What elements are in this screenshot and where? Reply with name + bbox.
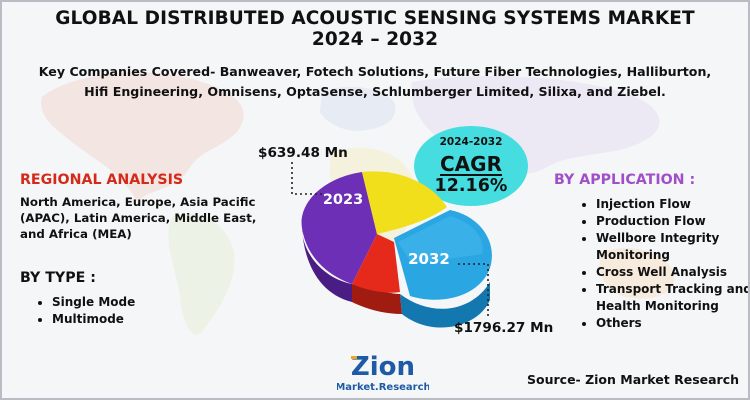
list-item: Transport Tracking and Health Monitoring <box>596 281 748 315</box>
key-companies-text: Key Companies Covered- Banweaver, Fotech… <box>38 64 712 99</box>
pie-label-2032: 2032 <box>408 250 450 268</box>
list-item: Production Flow <box>596 213 748 230</box>
cagr-period: 2024-2032 <box>439 136 503 148</box>
pie-side-red <box>352 284 402 314</box>
pie-side-purple <box>302 228 352 302</box>
list-item: Wellbore Integrity Monitoring <box>596 230 748 264</box>
pie-slice-purple <box>301 172 377 284</box>
cagr-label: CAGR <box>440 152 502 176</box>
title-line-2: 2024 – 2032 <box>311 29 439 50</box>
title-line-1: GLOBAL DISTRIBUTED ACOUSTIC SENSING SYST… <box>55 8 695 29</box>
list-item: Others <box>596 315 748 332</box>
page-title: GLOBAL DISTRIBUTED ACOUSTIC SENSING SYST… <box>2 8 748 50</box>
list-item: Multimode <box>52 311 202 328</box>
leader-line-2032 <box>458 263 489 316</box>
by-application-list: Injection Flow Production Flow Wellbore … <box>578 196 748 332</box>
list-item: Cross Well Analysis <box>596 264 748 281</box>
leader-line-2023 <box>291 162 324 195</box>
cagr-value: 12.16% <box>434 176 508 196</box>
by-application-heading: BY APPLICATION : <box>554 172 696 188</box>
source-text: Source- Zion Market Research <box>527 372 740 387</box>
list-item: Injection Flow <box>596 196 748 213</box>
pie-label-2023: 2023 <box>323 192 363 208</box>
pie-slice-red <box>352 234 400 293</box>
pie-slice-blue-highlight <box>398 216 483 264</box>
logo-tagline: Market.Research <box>337 382 429 393</box>
pie-slice-yellow <box>362 171 447 234</box>
regional-analysis-heading: REGIONAL ANALYSIS <box>20 172 184 188</box>
zion-logo: Zion Market.Research <box>337 352 429 393</box>
list-item: Single Mode <box>52 294 202 311</box>
regional-analysis-text: North America, Europe, Asia Pacific (APA… <box>20 195 257 241</box>
value-label-2032: $1796.27 Mn <box>454 320 554 336</box>
by-type-list: Single Mode Multimode <box>34 294 202 328</box>
by-type-heading: BY TYPE : <box>20 270 96 286</box>
logo-word: Zion <box>351 352 415 382</box>
pie-side-blue <box>400 282 490 328</box>
value-label-2023: $639.48 Mn <box>258 145 348 161</box>
